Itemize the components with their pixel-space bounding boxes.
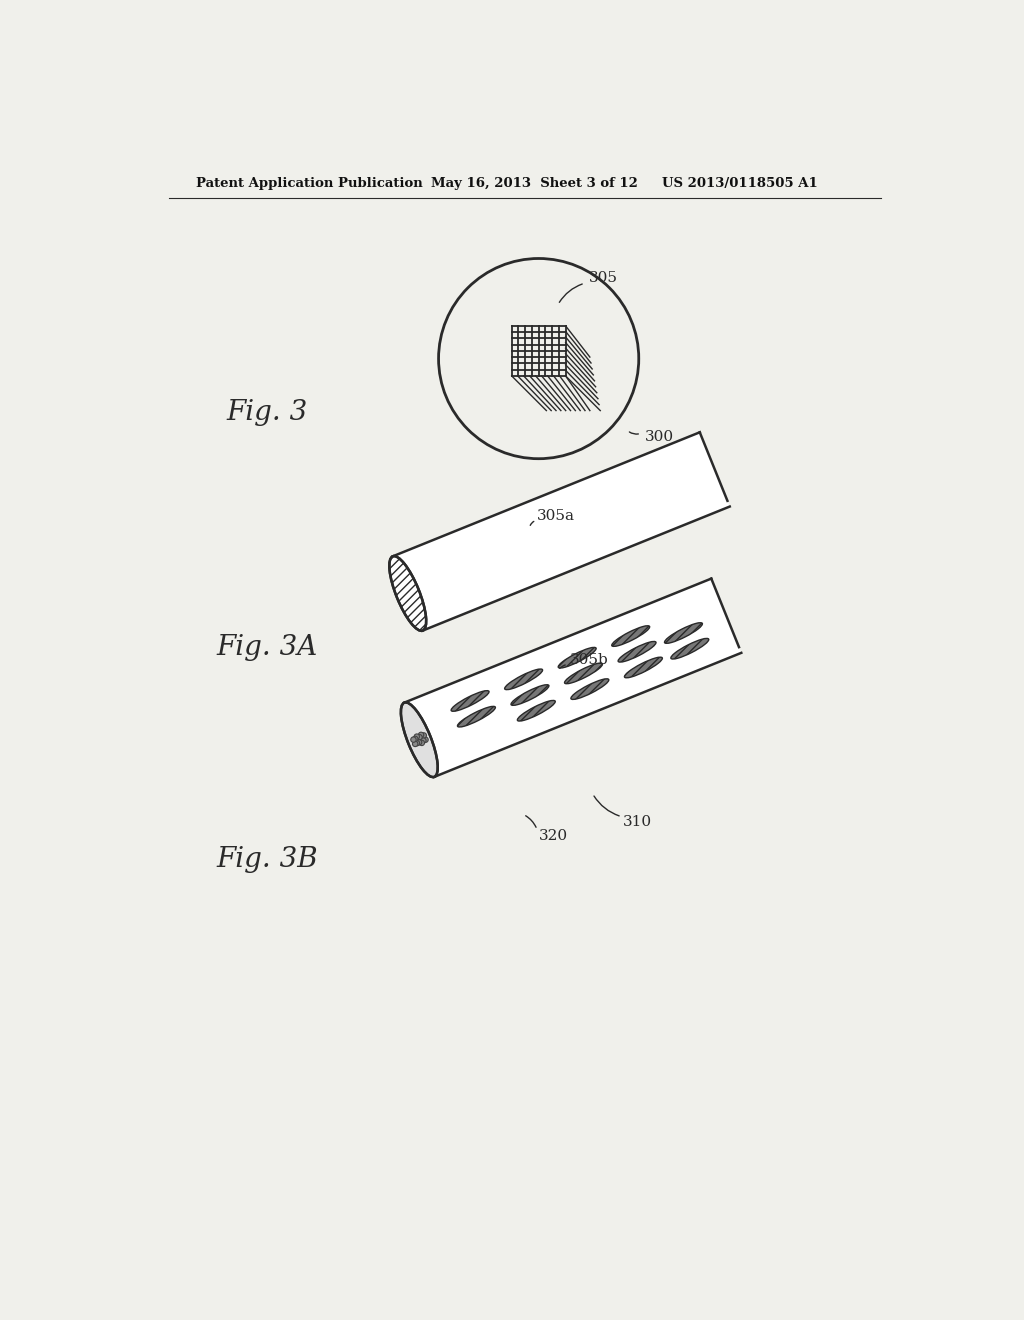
Ellipse shape <box>452 690 489 711</box>
Ellipse shape <box>611 626 649 647</box>
Text: Patent Application Publication: Patent Application Publication <box>196 177 423 190</box>
Ellipse shape <box>564 663 602 684</box>
Ellipse shape <box>558 647 596 668</box>
Circle shape <box>414 734 420 739</box>
Ellipse shape <box>458 706 496 727</box>
Circle shape <box>423 737 428 742</box>
Text: 305: 305 <box>589 271 617 285</box>
Ellipse shape <box>665 623 702 643</box>
Ellipse shape <box>389 556 426 631</box>
Text: 320: 320 <box>539 829 567 843</box>
Circle shape <box>417 739 422 744</box>
Ellipse shape <box>400 702 437 777</box>
Circle shape <box>411 737 416 742</box>
Text: 305b: 305b <box>569 653 608 668</box>
Ellipse shape <box>511 685 549 705</box>
Text: US 2013/0118505 A1: US 2013/0118505 A1 <box>662 177 817 190</box>
Circle shape <box>421 738 426 743</box>
Circle shape <box>419 741 425 746</box>
Circle shape <box>421 733 426 738</box>
Text: 300: 300 <box>645 430 674 444</box>
Circle shape <box>419 733 424 738</box>
Circle shape <box>415 741 420 746</box>
Ellipse shape <box>571 678 609 700</box>
Text: Fig. 3B: Fig. 3B <box>217 846 318 873</box>
Polygon shape <box>393 432 730 631</box>
Ellipse shape <box>625 657 663 677</box>
Text: 310: 310 <box>624 816 652 829</box>
Ellipse shape <box>517 701 555 721</box>
Circle shape <box>413 742 418 747</box>
Text: Fig. 3: Fig. 3 <box>226 399 308 426</box>
Ellipse shape <box>505 669 543 689</box>
Text: Fig. 3A: Fig. 3A <box>217 634 318 661</box>
Ellipse shape <box>671 639 709 659</box>
Text: May 16, 2013  Sheet 3 of 12: May 16, 2013 Sheet 3 of 12 <box>431 177 638 190</box>
Ellipse shape <box>618 642 656 663</box>
Circle shape <box>417 734 422 741</box>
Circle shape <box>413 737 418 742</box>
Polygon shape <box>404 578 741 777</box>
Text: 305a: 305a <box>538 510 575 524</box>
